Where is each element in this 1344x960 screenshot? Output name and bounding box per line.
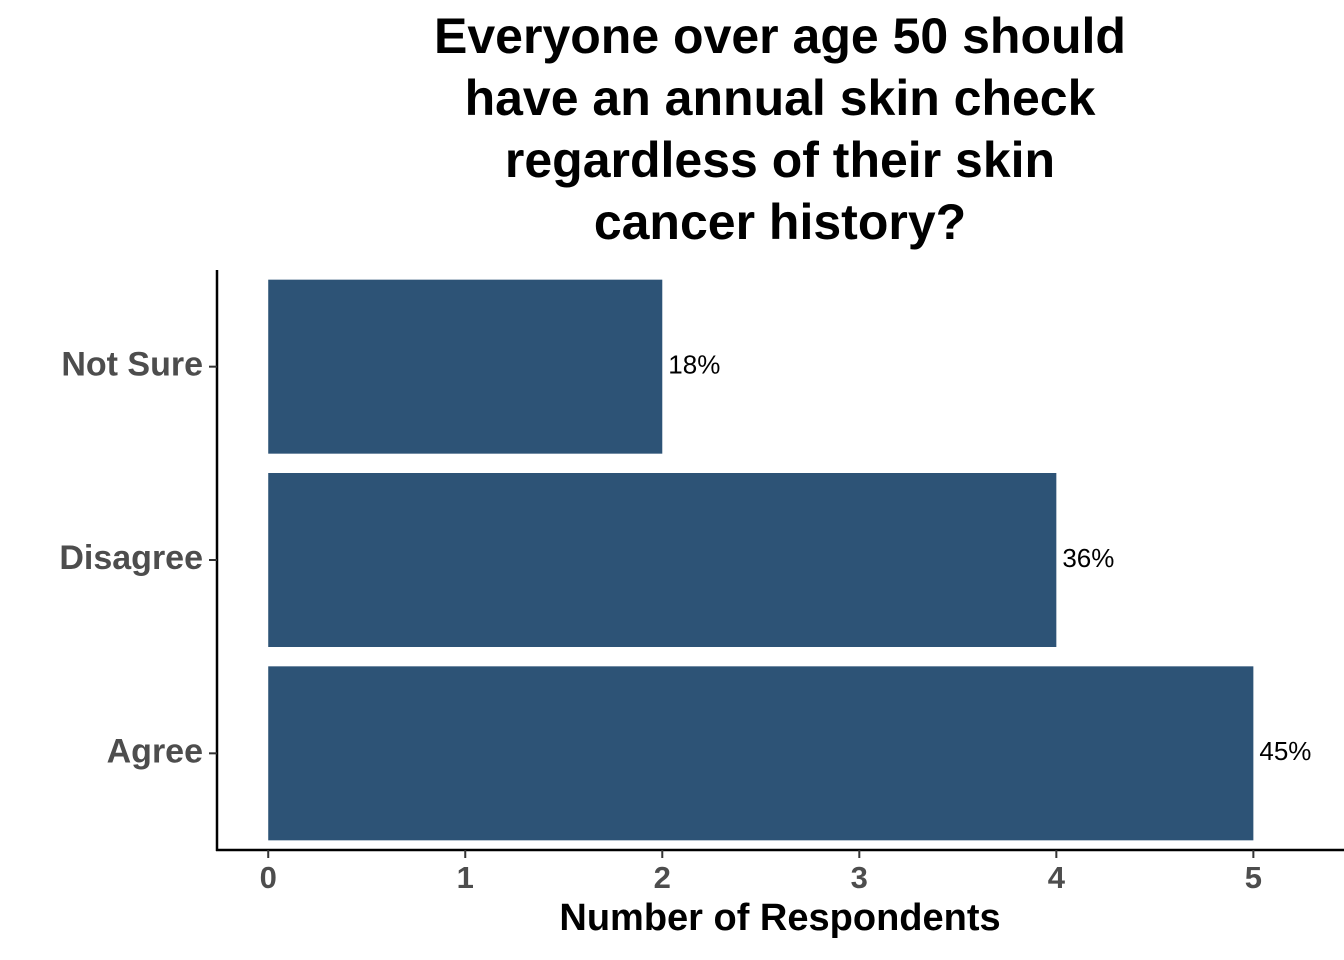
chart-title: Everyone over age 50 should have an annua… bbox=[434, 8, 1126, 250]
data-label: 45% bbox=[1259, 736, 1311, 766]
x-tick-label: 1 bbox=[457, 860, 474, 895]
x-axis-label: Number of Respondents bbox=[559, 897, 1000, 939]
y-tick-label: Not Sure bbox=[61, 346, 203, 384]
x-tick-label: 2 bbox=[654, 860, 671, 895]
title-line: have an annual skin check bbox=[465, 70, 1096, 126]
x-tick-label: 3 bbox=[851, 860, 868, 895]
title-line: regardless of their skin bbox=[505, 132, 1055, 188]
x-tick-label: 0 bbox=[260, 860, 277, 895]
data-label: 36% bbox=[1062, 543, 1114, 573]
x-tick-label: 5 bbox=[1245, 860, 1262, 895]
x-tick-label: 4 bbox=[1048, 860, 1066, 895]
y-tick-label: Agree bbox=[107, 732, 203, 770]
title-line: Everyone over age 50 should bbox=[434, 8, 1126, 64]
y-tick-label: Disagree bbox=[59, 539, 203, 577]
bar bbox=[268, 473, 1057, 647]
data-label: 18% bbox=[668, 350, 720, 380]
bar bbox=[268, 666, 1254, 841]
title-line: cancer history? bbox=[594, 194, 966, 250]
bar bbox=[268, 279, 663, 454]
